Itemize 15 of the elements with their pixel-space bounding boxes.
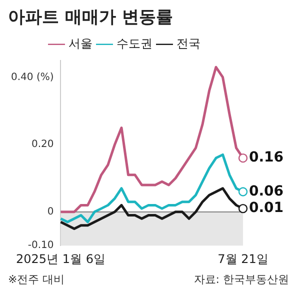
- legend-label: 수도권: [116, 36, 152, 51]
- x-tick-label: 2025년 1월 6일: [16, 252, 106, 266]
- y-tick-label: 0: [47, 206, 54, 218]
- y-tick-label: 0.40 (%): [11, 72, 54, 83]
- text: ※전주 대비: [8, 272, 65, 287]
- legend-label: 서울: [68, 36, 92, 51]
- chart-title: 아파트 매매가 변동률: [8, 8, 173, 28]
- data-label: 0.01: [249, 200, 284, 216]
- data-label: 0.16: [249, 150, 284, 166]
- x-tick-label: 7월 21일: [218, 252, 268, 266]
- y-tick-label: -0.10: [28, 240, 54, 252]
- text: 자료: 한국부동산원: [194, 272, 289, 287]
- y-tick-label: 0.20: [31, 139, 54, 150]
- legend-label: 전국: [176, 36, 200, 51]
- data-label: 0.06: [249, 183, 284, 200]
